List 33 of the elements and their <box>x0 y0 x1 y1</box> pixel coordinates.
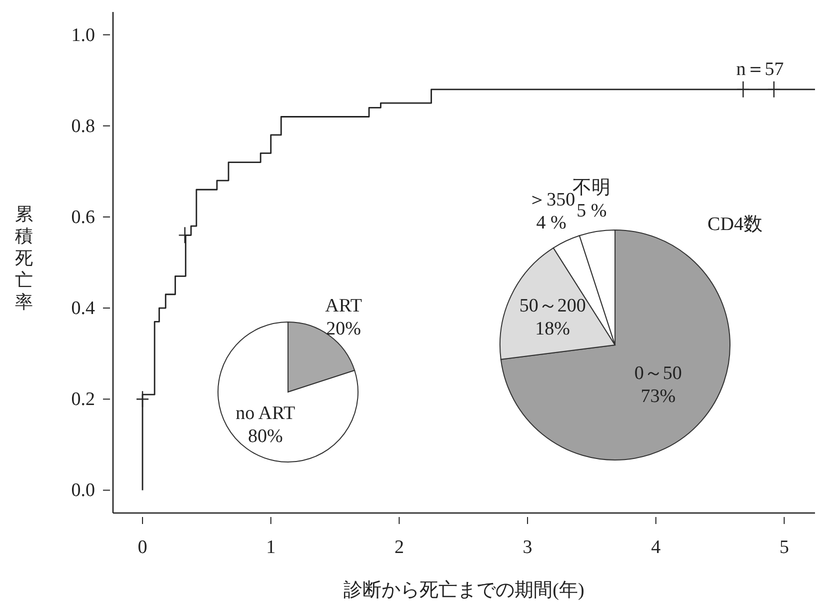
pie-slice <box>218 322 358 462</box>
y-tick-label: 1.0 <box>71 24 95 46</box>
data-label: 5 % <box>576 200 607 222</box>
data-label: 73% <box>640 386 676 408</box>
data-label: 4 % <box>536 212 567 234</box>
y-tick-label: 0.2 <box>71 389 95 410</box>
y-tick-label: 0.4 <box>71 298 96 320</box>
text: CD4数 <box>708 214 762 235</box>
pie-slice <box>500 230 730 460</box>
y-axis-title: 累積死亡率 <box>15 204 33 312</box>
x-tick-label: 1 <box>266 537 276 558</box>
slice-label: 0～50 <box>634 363 682 384</box>
annotation: n＝57 <box>736 59 784 80</box>
data-label: 20% <box>326 318 362 340</box>
x-tick-label: 3 <box>522 537 532 558</box>
x-tick-label: 0 <box>138 537 148 558</box>
x-tick-label: 4 <box>651 537 662 558</box>
data-label: 18% <box>535 318 570 340</box>
slice-label: 50～200 <box>519 296 586 317</box>
point <box>736 80 750 98</box>
y-tick-label: 0.8 <box>71 116 95 137</box>
y-tick-label: 0.6 <box>71 206 95 228</box>
point <box>178 226 192 244</box>
point <box>767 80 781 98</box>
x-tick-label: 2 <box>394 537 404 558</box>
y-tick-label: 0.0 <box>71 480 95 502</box>
x-axis-title: 診断から死亡までの期間(年) <box>344 579 584 601</box>
slice-label: ＞350 <box>528 190 576 211</box>
x-tick-label: 5 <box>779 537 789 558</box>
point <box>136 390 150 408</box>
slice-label: ART <box>325 296 362 317</box>
slice-label: no ART <box>236 403 296 424</box>
data-label: 80% <box>248 426 283 448</box>
